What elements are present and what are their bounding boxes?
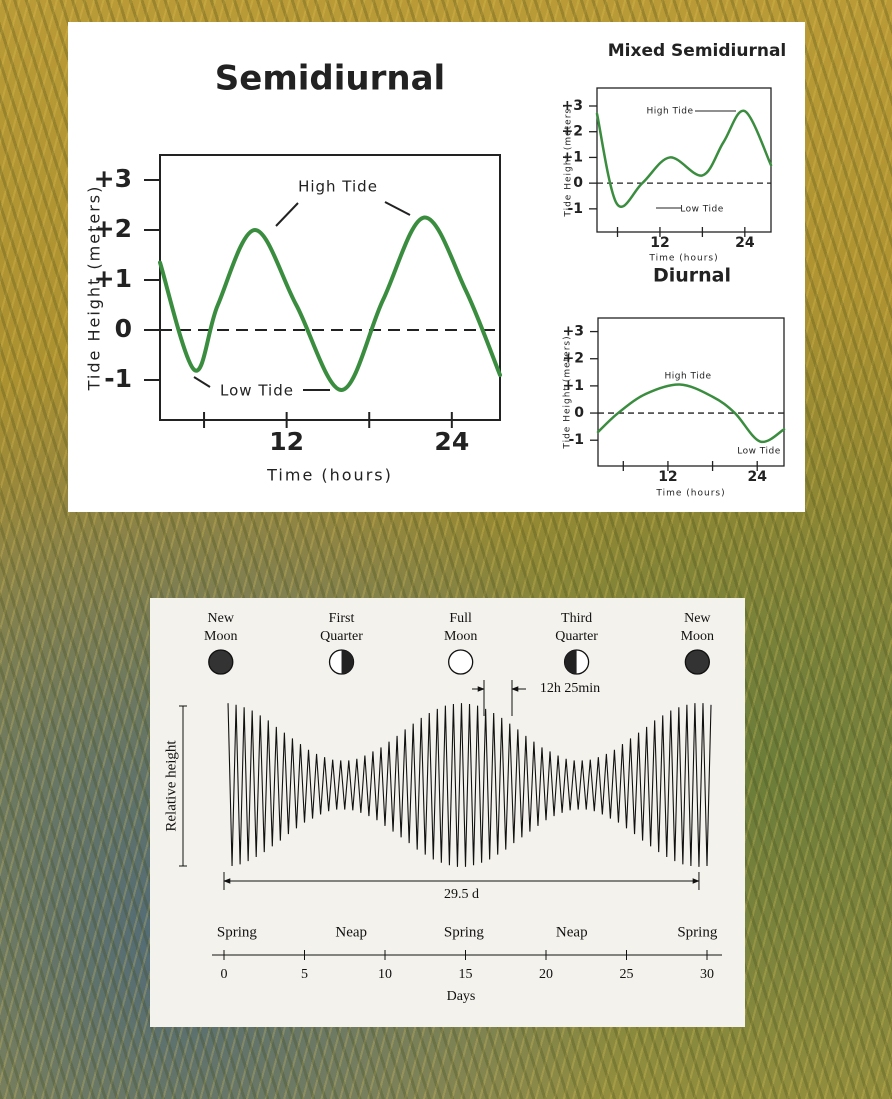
annotation: High Tide — [646, 107, 693, 117]
x-tick-label: 12 — [658, 469, 677, 485]
plot-frame — [159, 154, 501, 421]
x-axis-label: Time (hours) — [266, 466, 393, 485]
chart-title: Semidiurnal — [215, 59, 445, 99]
y-tick-label: +1 — [94, 264, 132, 293]
moon-phase-label-line: Moon — [444, 629, 477, 644]
moon-phase-label-line: Moon — [681, 629, 714, 644]
x-axis-label: Days — [447, 989, 476, 1004]
y-tick-label: +2 — [94, 214, 132, 243]
y-tick-label: +2 — [562, 124, 583, 140]
moon-phase-label: Third Quarter — [555, 611, 598, 644]
y-tick-label: 0 — [573, 175, 583, 191]
x-tick-label: 15 — [459, 967, 473, 982]
moon-phase-label-line: New — [208, 611, 235, 626]
x-tick-label: 24 — [735, 235, 755, 251]
moon-phase-label-line: First — [329, 611, 355, 626]
span-label-bg — [435, 885, 488, 903]
y-tick-label: -1 — [104, 364, 132, 393]
chart-title: Mixed Semidiurnal — [608, 41, 787, 61]
moon-phase-label: First Quarter — [320, 611, 363, 644]
tide-phase-label: Spring — [444, 924, 485, 940]
y-tick-label: +1 — [563, 378, 584, 394]
x-tick-label: 30 — [700, 967, 714, 982]
moon-phase-label-line: Moon — [204, 629, 237, 644]
plot-frame — [596, 87, 772, 233]
moon-shade — [341, 650, 354, 674]
y-tick-label: 0 — [115, 314, 132, 343]
x-tick-label: 10 — [378, 967, 392, 982]
top-panel — [68, 22, 805, 512]
y-tick-label: +3 — [562, 98, 583, 114]
tide-phase-label: Neap — [556, 924, 588, 940]
tide-chart: Semidiurnal +3 +2 +1 0 -1 12 24 Tide Height (met… — [85, 59, 502, 485]
plot-frame — [597, 317, 785, 467]
annotation: Low Tide — [737, 447, 781, 457]
x-tick-label: 5 — [301, 967, 308, 982]
moon-phase-label-line: Third — [561, 611, 592, 626]
y-axis-label: Tide Height (meters) — [85, 185, 104, 392]
annotation: Low Tide — [220, 382, 294, 400]
chart-title: Diurnal — [653, 265, 731, 287]
y-tick-label: +1 — [562, 149, 583, 165]
moon-shade — [564, 650, 577, 674]
tide-signal — [227, 703, 712, 867]
y-axis-label: Tide Height (meters) — [563, 335, 573, 449]
y-axis-label: Relative height — [163, 740, 179, 832]
annotation: High Tide — [298, 178, 378, 196]
annotation: High Tide — [664, 372, 711, 382]
moon-phase-label-line: Full — [449, 611, 472, 626]
moon-icon — [684, 649, 710, 675]
x-tick-label: 0 — [221, 967, 228, 982]
moon-icon — [448, 649, 474, 675]
leader-lines — [193, 201, 411, 391]
tide-curve — [595, 109, 773, 208]
y-tick-label: +2 — [563, 351, 584, 367]
tide-chart: Diurnal +3 +2 +1 0 -1 12 24 Tide Height (meters)… — [563, 265, 786, 499]
span-label: 29.5 d — [444, 887, 479, 902]
moon-phase-label-line: Quarter — [555, 629, 598, 644]
y-axis-label: Tide Height (meters) — [564, 103, 574, 217]
tide-phase-label: Neap — [335, 924, 367, 940]
x-tick-label: 20 — [539, 967, 553, 982]
moon-phase-label: New Moon — [204, 611, 237, 644]
x-tick-label: 24 — [434, 427, 469, 456]
x-tick-label: 12 — [650, 235, 669, 251]
tide-phase-label: Spring — [217, 924, 258, 940]
y-tick-label: +3 — [563, 324, 584, 340]
leader-lines-small — [656, 110, 736, 209]
x-tick-label: 24 — [747, 469, 767, 485]
x-axis-label: Time (hours) — [648, 254, 718, 264]
y-tick-label: -1 — [567, 201, 583, 217]
spring-neap-chart: 0 5 10 15 20 25 30 Days Relative height New Moon Fi… — [163, 611, 717, 1004]
tide-curve — [596, 383, 786, 444]
tide-curve — [158, 215, 502, 392]
moon-phase-label-line: New — [684, 611, 711, 626]
y-tick-label: +3 — [94, 164, 132, 193]
x-tick-label: 25 — [620, 967, 634, 982]
x-axis-label: Time (hours) — [655, 489, 725, 499]
bottom-layout-marks — [179, 680, 722, 956]
y-tick-label: -1 — [568, 432, 584, 448]
tide-phase-label: Spring — [677, 924, 718, 940]
annotation: Low Tide — [680, 205, 724, 215]
moon-icon — [208, 649, 234, 675]
moon-phase-label: Full Moon — [444, 611, 477, 644]
moon-phase-label-line: Quarter — [320, 629, 363, 644]
x-tick-label: 12 — [269, 427, 304, 456]
tide-chart: Mixed Semidiurnal +3 +2 +1 0 -1 12 24 Tide Heigh… — [562, 41, 787, 264]
moon-phase-label: New Moon — [681, 611, 714, 644]
period-label: 12h 25min — [540, 681, 600, 696]
y-tick-label: 0 — [574, 405, 584, 421]
